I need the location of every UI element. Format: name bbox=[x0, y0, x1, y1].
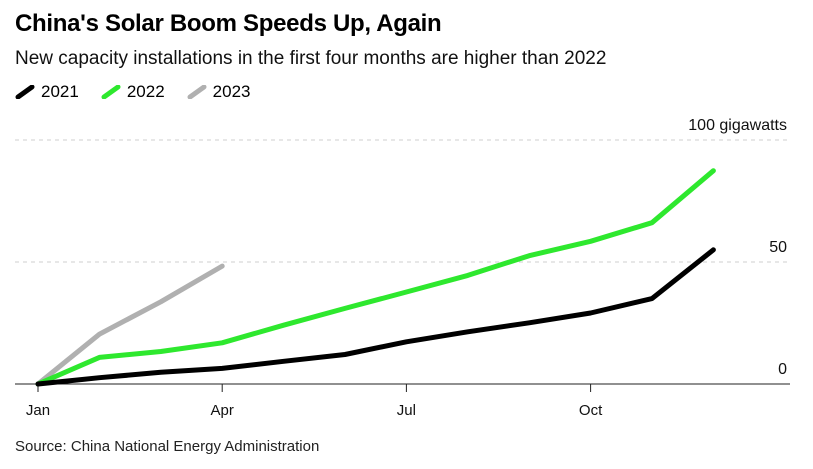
y-tick-label-50: 50 bbox=[769, 239, 787, 256]
chart-legend: 2021 2022 2023 bbox=[15, 82, 250, 102]
y-tick-label-0: 0 bbox=[778, 361, 787, 378]
legend-label-2021: 2021 bbox=[41, 82, 79, 101]
series-line-2022 bbox=[35, 168, 716, 387]
x-tick-label-jul: Jul bbox=[397, 402, 416, 419]
chart-source: Source: China National Energy Administra… bbox=[15, 438, 320, 455]
y-tick-label-100: 100 gigawatts bbox=[688, 117, 787, 134]
chart-subtitle: New capacity installations in the first … bbox=[15, 48, 607, 69]
legend-item-2023: 2023 bbox=[187, 82, 251, 102]
legend-swatch-2021 bbox=[15, 85, 35, 99]
legend-item-2021: 2021 bbox=[15, 82, 79, 102]
legend-swatch-2022 bbox=[101, 85, 121, 99]
chart-title: China's Solar Boom Speeds Up, Again bbox=[15, 10, 442, 37]
legend-swatch-2023 bbox=[187, 85, 207, 99]
x-tick-label-oct: Oct bbox=[579, 402, 603, 419]
series-line-2023 bbox=[35, 263, 225, 387]
x-tick-label-jan: Jan bbox=[26, 402, 50, 419]
x-tick-label-apr: Apr bbox=[211, 402, 234, 419]
legend-label-2022: 2022 bbox=[126, 82, 165, 101]
legend-item-2022: 2022 bbox=[101, 82, 165, 102]
legend-label-2023: 2023 bbox=[212, 82, 251, 101]
series-line-2021 bbox=[35, 247, 716, 387]
